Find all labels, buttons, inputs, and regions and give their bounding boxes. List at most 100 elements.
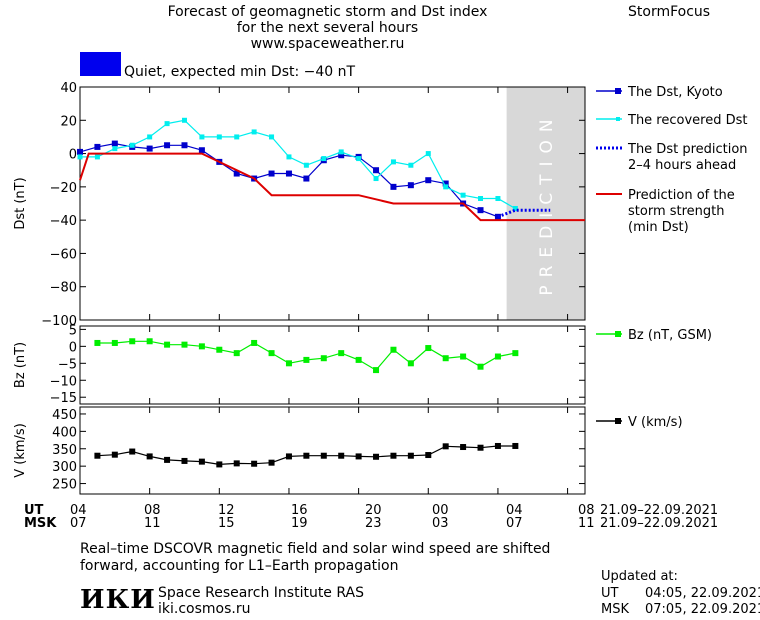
y-tick-label-0-1: 20 bbox=[60, 114, 77, 129]
y-axis-label-1: Bz (nT) bbox=[13, 342, 28, 388]
data-point-2-0-5 bbox=[181, 457, 188, 464]
y-tick-label-1-3: −10 bbox=[50, 374, 77, 389]
legend-marker-0-0 bbox=[615, 88, 621, 94]
panel-frame-0 bbox=[79, 86, 586, 321]
data-point-2-0-2 bbox=[129, 448, 136, 455]
data-point-1-0-12 bbox=[303, 356, 310, 363]
data-point-2-0-11 bbox=[285, 453, 292, 460]
data-point-0-1-8 bbox=[216, 134, 222, 140]
y-tick-label-0-7: −100 bbox=[41, 314, 77, 329]
legend-marker-2-0 bbox=[615, 418, 621, 424]
y-tick-label-0-2: 0 bbox=[69, 148, 77, 163]
data-point-0-1-18 bbox=[390, 159, 396, 165]
data-point-1-0-2 bbox=[129, 338, 136, 345]
data-point-1-0-20 bbox=[442, 355, 449, 362]
data-point-1-0-9 bbox=[251, 339, 258, 346]
data-point-2-0-15 bbox=[355, 453, 362, 460]
ut-axis-label: UT bbox=[24, 503, 44, 518]
msk-tick-4: 23 bbox=[365, 516, 382, 531]
legend-label-0-3-2: (min Dst) bbox=[628, 220, 689, 235]
data-point-1-0-23 bbox=[494, 353, 501, 360]
data-point-0-0-4 bbox=[146, 145, 153, 152]
panel-frame-1 bbox=[79, 325, 586, 405]
footer-note-line-1: Real–time DSCOVR magnetic field and sola… bbox=[80, 541, 551, 557]
series-line-0-1 bbox=[80, 119, 516, 210]
legend-marker-0-1 bbox=[616, 117, 620, 121]
institute-name: Space Research Institute RAS bbox=[158, 585, 364, 601]
data-point-1-0-14 bbox=[338, 350, 345, 357]
data-point-0-0-20 bbox=[425, 177, 432, 184]
data-point-0-1-10 bbox=[251, 129, 257, 135]
data-point-1-0-11 bbox=[285, 360, 292, 367]
data-point-2-0-0 bbox=[94, 452, 101, 459]
y-tick-label-2-0: 450 bbox=[52, 408, 77, 423]
data-point-1-0-18 bbox=[407, 360, 414, 367]
y-tick-label-1-1: 0 bbox=[69, 340, 77, 355]
title-line-2: for the next several hours bbox=[236, 20, 419, 36]
data-point-2-0-18 bbox=[407, 452, 414, 459]
data-point-0-0-7 bbox=[198, 147, 205, 154]
date-range-ut: 21.09–22.09.2021 bbox=[600, 503, 719, 518]
data-point-2-0-19 bbox=[425, 452, 432, 459]
data-point-1-0-17 bbox=[390, 346, 397, 353]
data-point-0-1-25 bbox=[512, 205, 518, 211]
data-point-0-0-0 bbox=[77, 148, 83, 155]
series-line-1-0 bbox=[97, 340, 516, 371]
data-point-0-1-19 bbox=[408, 162, 414, 168]
data-point-2-0-20 bbox=[442, 443, 449, 450]
data-point-0-1-22 bbox=[460, 192, 466, 198]
data-point-0-0-23 bbox=[477, 207, 484, 214]
data-point-1-0-4 bbox=[164, 341, 171, 348]
y-tick-label-2-1: 400 bbox=[52, 425, 77, 440]
data-point-2-0-6 bbox=[198, 458, 205, 465]
data-point-2-0-10 bbox=[268, 459, 275, 466]
data-point-2-0-23 bbox=[494, 442, 501, 449]
data-point-0-0-6 bbox=[181, 142, 188, 149]
prediction-label: PREDICTION bbox=[537, 111, 557, 295]
msk-tick-5: 03 bbox=[432, 516, 449, 531]
data-point-1-0-22 bbox=[477, 363, 484, 370]
data-point-1-0-1 bbox=[111, 339, 118, 346]
data-point-0-1-1 bbox=[94, 154, 100, 160]
updated-ut-value: 04:05, 22.09.2021 bbox=[645, 586, 760, 601]
data-point-1-0-13 bbox=[320, 355, 327, 362]
data-point-2-0-8 bbox=[233, 460, 240, 467]
y-tick-label-2-2: 350 bbox=[52, 443, 77, 458]
data-point-2-0-14 bbox=[338, 452, 345, 459]
data-point-0-1-5 bbox=[164, 121, 170, 127]
data-point-2-0-16 bbox=[373, 453, 380, 460]
data-point-0-1-13 bbox=[303, 162, 309, 168]
data-point-0-1-0 bbox=[77, 154, 83, 160]
data-point-1-0-15 bbox=[355, 356, 362, 363]
y-tick-label-0-4: −40 bbox=[50, 214, 77, 229]
msk-tick-1: 11 bbox=[144, 516, 161, 531]
y-tick-label-0-3: −20 bbox=[50, 181, 77, 196]
legend-label-0-3-1: storm strength bbox=[628, 204, 725, 219]
data-point-0-1-23 bbox=[478, 196, 484, 202]
ut-tick-5: 00 bbox=[432, 503, 449, 518]
data-point-0-1-14 bbox=[321, 156, 327, 162]
data-point-0-0-1 bbox=[94, 143, 101, 150]
data-point-0-0-19 bbox=[407, 182, 414, 189]
ut-tick-0: 04 bbox=[70, 503, 87, 518]
ut-tick-2: 12 bbox=[218, 503, 235, 518]
legend-label-0-2-1: 2–4 hours ahead bbox=[628, 158, 736, 173]
status-text: Quiet, expected min Dst: −40 nT bbox=[124, 64, 356, 80]
data-point-0-1-4 bbox=[147, 134, 153, 140]
panel-frame-2 bbox=[79, 406, 586, 495]
data-point-2-0-7 bbox=[216, 461, 223, 468]
data-point-2-0-13 bbox=[320, 452, 327, 459]
legend-marker-1-0 bbox=[615, 331, 621, 337]
data-point-2-0-17 bbox=[390, 452, 397, 459]
data-point-1-0-19 bbox=[425, 345, 432, 352]
legend-label-0-2-0: The Dst prediction bbox=[627, 142, 748, 157]
data-point-0-0-13 bbox=[303, 175, 310, 182]
data-point-0-1-11 bbox=[269, 134, 275, 140]
data-point-1-0-16 bbox=[373, 367, 380, 374]
legend-label-2-0-0: V (km/s) bbox=[628, 415, 683, 430]
data-point-0-1-17 bbox=[373, 176, 379, 182]
footer-note-line-2: forward, accounting for L1–Earth propaga… bbox=[80, 558, 399, 574]
data-point-1-0-6 bbox=[198, 343, 205, 350]
data-point-0-1-2 bbox=[112, 146, 118, 152]
